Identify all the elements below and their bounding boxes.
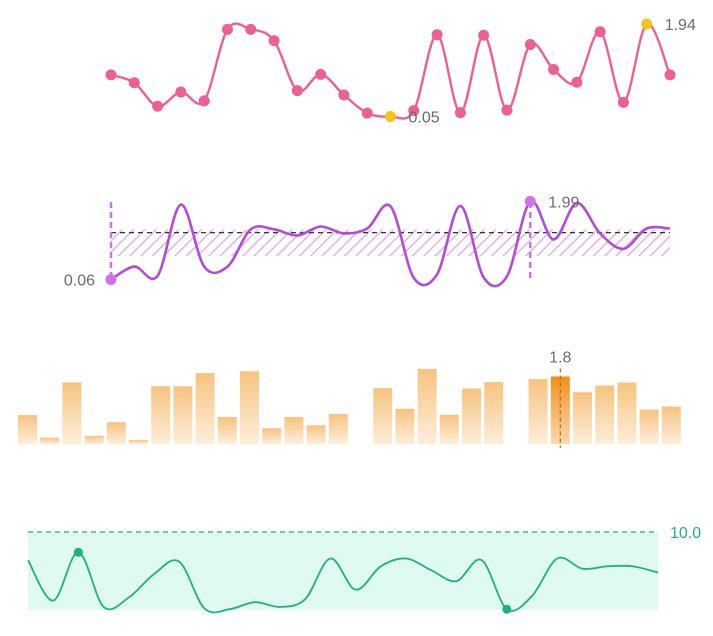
sparkline-3: 1.8	[18, 350, 681, 448]
data-point	[361, 107, 373, 119]
data-point	[245, 23, 257, 35]
area-background	[28, 532, 658, 610]
bar	[62, 382, 82, 444]
min-point	[105, 274, 117, 286]
bar	[84, 435, 104, 444]
bar	[595, 385, 615, 444]
bar	[40, 437, 60, 444]
data-point	[501, 104, 513, 116]
bar	[661, 406, 681, 444]
bar	[462, 388, 481, 444]
data-point	[315, 68, 327, 80]
reference-label: 10.0	[670, 525, 701, 542]
bar	[373, 388, 393, 444]
bar	[573, 392, 592, 444]
bar	[284, 417, 304, 444]
series-line	[110, 199, 671, 288]
data-point	[454, 107, 466, 119]
data-point	[664, 69, 676, 81]
sparkline-2: 0.06 1.99	[64, 194, 671, 290]
series-line	[110, 22, 672, 120]
min-point	[502, 604, 512, 614]
data-point	[524, 39, 536, 51]
bar	[217, 417, 237, 444]
highlight-label: 1.8	[549, 350, 571, 367]
bar	[262, 428, 282, 444]
bar	[240, 371, 259, 444]
data-point	[268, 35, 280, 47]
bar	[484, 382, 504, 444]
bar	[195, 373, 215, 444]
max-label: 1.94	[665, 17, 696, 34]
bar	[173, 386, 193, 444]
bar	[129, 439, 148, 444]
data-point	[105, 69, 117, 81]
bar	[106, 422, 126, 444]
bar	[395, 408, 415, 444]
sparkline-4: 10.0	[27, 525, 701, 614]
extreme-point	[385, 111, 396, 123]
bar	[306, 425, 326, 444]
data-point	[221, 23, 233, 35]
bar	[528, 379, 548, 444]
data-point	[548, 64, 560, 76]
data-point	[571, 76, 583, 88]
min-label: 0.06	[64, 273, 95, 290]
max-label: 1.99	[548, 194, 579, 211]
data-point	[478, 29, 490, 41]
bar	[151, 386, 171, 444]
max-point	[524, 195, 536, 207]
bar	[617, 382, 637, 444]
data-point	[198, 95, 210, 107]
min-label: 0.05	[409, 110, 440, 127]
data-point	[291, 85, 303, 97]
bar	[18, 415, 37, 444]
data-point	[128, 77, 140, 89]
bar	[639, 409, 659, 444]
range-band	[111, 229, 670, 257]
series-line	[27, 551, 659, 614]
bar	[417, 369, 437, 444]
data-point	[152, 100, 164, 112]
sparkline-1: 0.05 1.94	[105, 17, 696, 127]
data-point	[617, 96, 629, 108]
extreme-point	[641, 18, 653, 30]
bar	[439, 414, 459, 444]
bar	[328, 414, 348, 444]
data-point	[175, 86, 187, 98]
data-point	[408, 105, 420, 117]
data-point	[338, 89, 350, 101]
data-point	[594, 26, 606, 38]
highlight-bar	[550, 376, 570, 444]
max-point	[73, 547, 83, 557]
data-point	[431, 29, 443, 41]
